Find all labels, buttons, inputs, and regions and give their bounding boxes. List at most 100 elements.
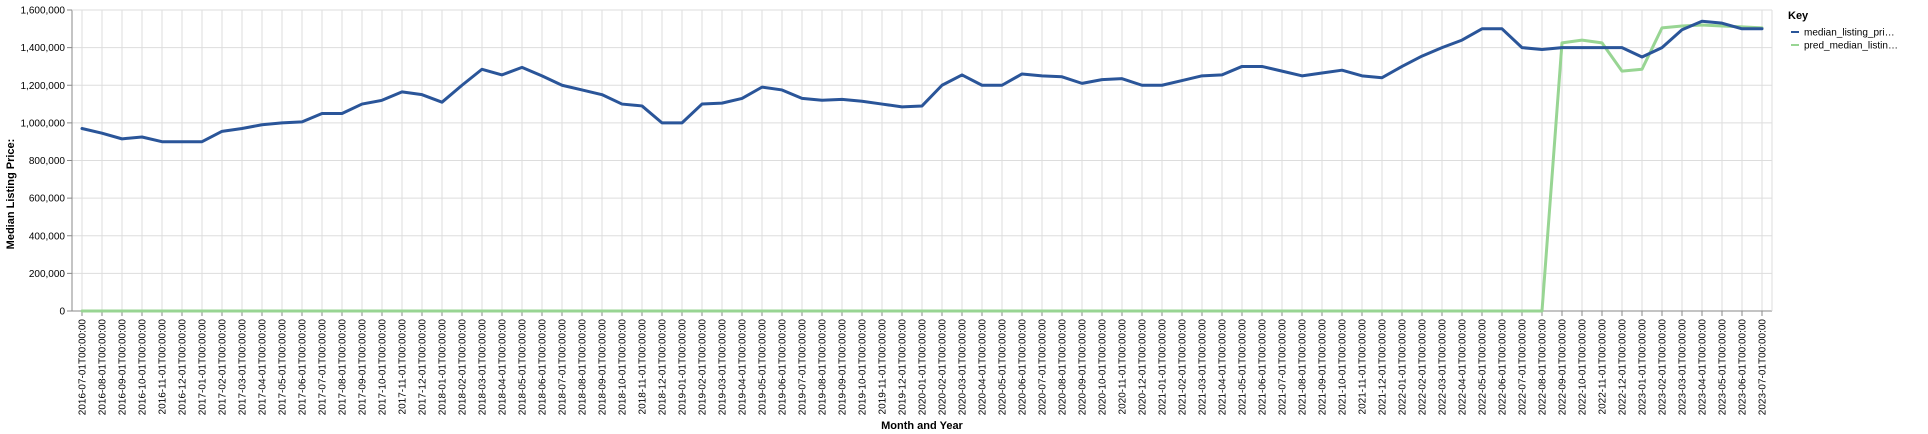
x-tick-label: 2020-01-01T00:00:00 <box>918 319 929 416</box>
x-tick-label: 2017-02-01T00:00:00 <box>218 319 229 416</box>
grid-lines <box>72 9 1772 312</box>
x-tick-label: 2021-07-01T00:00:00 <box>1278 319 1289 416</box>
series-line-1 <box>80 23 1764 313</box>
x-tick-label: 2020-03-01T00:00:00 <box>958 319 969 416</box>
x-tick-label: 2018-07-01T00:00:00 <box>558 319 569 416</box>
x-tick-label: 2019-01-01T00:00:00 <box>678 319 689 416</box>
x-tick-label: 2019-10-01T00:00:00 <box>858 319 869 416</box>
x-tick-label: 2023-07-01T00:00:00 <box>1758 319 1769 416</box>
x-tick-label: 2022-11-01T00:00:00 <box>1598 319 1609 415</box>
x-tick-label: 2020-10-01T00:00:00 <box>1098 319 1109 416</box>
x-tick-label: 2021-01-01T00:00:00 <box>1158 319 1169 416</box>
x-tick-label: 2018-11-01T00:00:00 <box>638 319 649 415</box>
x-tick-label: 2023-04-01T00:00:00 <box>1698 319 1709 416</box>
x-tick-label: 2016-12-01T00:00:00 <box>178 319 189 416</box>
x-tick-label: 2017-04-01T00:00:00 <box>258 319 269 416</box>
y-tick-label: 1,600,000 <box>21 6 66 17</box>
x-axis-title: Month and Year <box>881 420 963 432</box>
x-tick-label: 2022-03-01T00:00:00 <box>1438 319 1449 416</box>
x-tick-label: 2022-12-01T00:00:00 <box>1618 319 1629 416</box>
y-tick-labels: 0 200,000 400,000 600,000 800,000 1,000,000 1,… <box>21 6 66 318</box>
y-tick-label: 1,000,000 <box>21 118 66 129</box>
x-tick-label: 2018-03-01T00:00:00 <box>478 319 489 416</box>
y-tick-label: 400,000 <box>29 231 66 242</box>
x-tick-label: 2018-04-01T00:00:00 <box>498 319 509 416</box>
x-tick-label: 2016-07-01T00:00:00 <box>78 319 89 416</box>
x-tick-label: 2019-02-01T00:00:00 <box>698 319 709 416</box>
x-tick-label: 2018-01-01T00:00:00 <box>438 319 449 416</box>
y-axis-title: Median Listing Price: <box>5 139 17 250</box>
x-tick-label: 2018-02-01T00:00:00 <box>458 319 469 416</box>
x-tick-label: 2017-03-01T00:00:00 <box>238 319 249 416</box>
x-tick-label: 2022-10-01T00:00:00 <box>1578 319 1589 416</box>
x-tick-label: 2018-10-01T00:00:00 <box>618 319 629 416</box>
y-tick-label: 800,000 <box>29 156 66 167</box>
x-tick-label: 2017-08-01T00:00:00 <box>338 319 349 416</box>
x-tick-label: 2021-06-01T00:00:00 <box>1258 319 1269 416</box>
x-tick-labels: 2016-07-01T00:00:00 2016-08-01T00:00:00 20… <box>78 319 1769 416</box>
x-tick-label: 2016-09-01T00:00:00 <box>118 319 129 416</box>
series-lines <box>80 19 1764 313</box>
x-tick-label: 2023-03-01T00:00:00 <box>1678 319 1689 416</box>
axes <box>67 9 1773 316</box>
x-tick-label: 2022-09-01T00:00:00 <box>1558 319 1569 416</box>
x-tick-label: 2018-09-01T00:00:00 <box>598 319 609 416</box>
x-tick-label: 2021-05-01T00:00:00 <box>1238 319 1249 416</box>
x-tick-label: 2022-04-01T00:00:00 <box>1458 319 1469 416</box>
x-tick-label: 2016-11-01T00:00:00 <box>158 319 169 415</box>
x-tick-label: 2020-09-01T00:00:00 <box>1078 319 1089 416</box>
x-tick-label: 2020-08-01T00:00:00 <box>1058 319 1069 416</box>
x-tick-label: 2023-05-01T00:00:00 <box>1718 319 1729 416</box>
y-tick-label: 1,200,000 <box>21 81 66 92</box>
x-tick-label: 2020-06-01T00:00:00 <box>1018 319 1029 416</box>
y-tick-label: 0 <box>59 307 65 318</box>
x-tick-label: 2021-09-01T00:00:00 <box>1318 319 1329 416</box>
x-tick-label: 2022-07-01T00:00:00 <box>1518 319 1529 416</box>
x-tick-label: 2017-09-01T00:00:00 <box>358 319 369 416</box>
x-tick-label: 2021-08-01T00:00:00 <box>1298 319 1309 416</box>
x-tick-label: 2022-05-01T00:00:00 <box>1478 319 1489 416</box>
x-tick-label: 2017-01-01T00:00:00 <box>198 319 209 416</box>
x-tick-label: 2023-01-01T00:00:00 <box>1638 319 1649 416</box>
x-tick-label: 2020-11-01T00:00:00 <box>1118 319 1129 415</box>
x-tick-label: 2020-02-01T00:00:00 <box>938 319 949 416</box>
x-tick-label: 2018-12-01T00:00:00 <box>658 319 669 416</box>
series-line-0 <box>80 19 1764 144</box>
x-tick-label: 2017-06-01T00:00:00 <box>298 319 309 416</box>
x-tick-label: 2021-03-01T00:00:00 <box>1198 319 1209 416</box>
x-tick-label: 2017-12-01T00:00:00 <box>418 319 429 416</box>
x-tick-label: 2020-05-01T00:00:00 <box>998 319 1009 416</box>
x-tick-label: 2019-08-01T00:00:00 <box>818 319 829 416</box>
x-tick-label: 2019-06-01T00:00:00 <box>778 319 789 416</box>
x-tick-label: 2017-05-01T00:00:00 <box>278 319 289 416</box>
x-tick-label: 2021-12-01T00:00:00 <box>1378 319 1389 416</box>
x-tick-label: 2019-05-01T00:00:00 <box>758 319 769 416</box>
x-tick-label: 2018-06-01T00:00:00 <box>538 319 549 416</box>
x-tick-label: 2020-12-01T00:00:00 <box>1138 319 1149 416</box>
x-tick-label: 2021-04-01T00:00:00 <box>1218 319 1229 416</box>
x-tick-label: 2018-08-01T00:00:00 <box>578 319 589 416</box>
x-tick-label: 2020-04-01T00:00:00 <box>978 319 989 416</box>
x-tick-label: 2021-02-01T00:00:00 <box>1178 319 1189 416</box>
x-tick-label: 2019-03-01T00:00:00 <box>718 319 729 416</box>
legend-items: median_listing_pri… pred_median_listin… <box>1791 28 1898 52</box>
x-tick-label: 2022-06-01T00:00:00 <box>1498 319 1509 416</box>
x-tick-label: 2021-10-01T00:00:00 <box>1338 319 1349 416</box>
x-tick-label: 2023-06-01T00:00:00 <box>1738 319 1749 416</box>
x-tick-label: 2019-04-01T00:00:00 <box>738 319 749 416</box>
x-tick-label: 2017-10-01T00:00:00 <box>378 319 389 416</box>
x-tick-label: 2019-09-01T00:00:00 <box>838 319 849 416</box>
legend-label: median_listing_pri… <box>1804 28 1895 39</box>
y-tick-label: 1,400,000 <box>21 43 66 54</box>
legend: Key median_listing_pri… pred_median_listi… <box>1788 10 1898 52</box>
x-tick-label: 2022-08-01T00:00:00 <box>1538 319 1549 416</box>
legend-label: pred_median_listin… <box>1804 41 1898 52</box>
x-tick-label: 2018-05-01T00:00:00 <box>518 319 529 416</box>
x-tick-label: 2020-07-01T00:00:00 <box>1038 319 1049 416</box>
x-tick-label: 2016-08-01T00:00:00 <box>98 319 109 416</box>
y-tick-label: 600,000 <box>29 194 66 205</box>
x-tick-label: 2023-02-01T00:00:00 <box>1658 319 1669 416</box>
x-tick-label: 2017-07-01T00:00:00 <box>318 319 329 416</box>
x-tick-label: 2017-11-01T00:00:00 <box>398 319 409 415</box>
